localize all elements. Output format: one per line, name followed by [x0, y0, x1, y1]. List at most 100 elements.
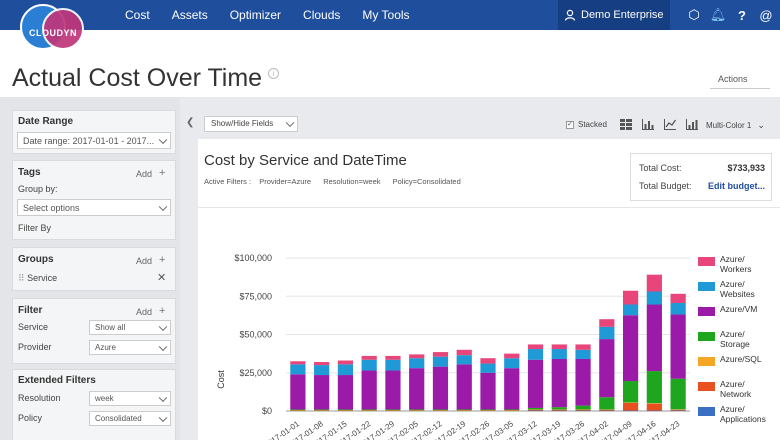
color-palette-label: Multi-Color 1 — [706, 121, 752, 130]
cloudyn-logo[interactable]: CLOUDYN — [20, 4, 86, 50]
info-icon[interactable]: i — [268, 68, 279, 79]
bar-segment — [480, 363, 496, 373]
account-name: Demo Enterprise — [581, 9, 664, 21]
total-budget-label: Total Budget: — [639, 181, 692, 191]
legend-item[interactable]: Azure/Storage — [698, 329, 778, 354]
bar-segment — [527, 407, 544, 410]
bar-segment — [599, 397, 615, 410]
chart-toolbar: Show/Hide Fields ✓ Stacked Multi-Color 1… — [196, 110, 780, 138]
top-icons: ⬡ 🔔︎ ? @ — [682, 0, 778, 30]
color-palette-dropdown[interactable]: Multi-Color 1 ⌄ — [706, 120, 765, 131]
legend-item[interactable]: Azure/Workers — [698, 254, 778, 279]
actions-menu[interactable]: Actions — [710, 74, 770, 89]
legend-item[interactable]: Azure/VM — [698, 304, 778, 329]
y-tick-label: $25,000 — [239, 368, 272, 378]
groups-plus-icon[interactable]: + — [159, 254, 166, 266]
bar-chart-icon[interactable] — [686, 119, 698, 130]
bar-segment — [622, 290, 639, 305]
filter-resolution: Resolution=week — [323, 177, 381, 186]
bar-segment — [361, 355, 377, 360]
policy-select[interactable]: Consolidated — [89, 411, 171, 426]
bar-segment — [409, 358, 425, 369]
resolution-label: Resolution — [18, 393, 61, 403]
legend-item[interactable]: Azure/SQL — [698, 354, 778, 379]
drag-handle-icon[interactable]: ⠿ — [18, 273, 28, 283]
settings-icon[interactable]: ⬡ — [688, 7, 700, 22]
provider-filter-select[interactable]: Azure — [89, 340, 171, 355]
extended-filters-section: Extended Filters Resolution week Policy … — [12, 369, 176, 440]
edit-budget-link[interactable]: Edit budget... — [708, 181, 765, 191]
bar-segment — [385, 370, 401, 410]
contact-icon[interactable]: @ — [759, 7, 773, 23]
account-menu[interactable]: Demo Enterprise — [558, 0, 670, 30]
filter-add-button[interactable]: Add — [136, 307, 153, 317]
group-item-service[interactable]: ⠿ Service — [18, 273, 57, 284]
bar-segment — [361, 359, 377, 371]
bar-segment — [290, 409, 306, 411]
chevron-down-icon — [158, 322, 168, 331]
groups-add-button[interactable]: Add — [136, 256, 153, 266]
tags-add-button[interactable]: Add — [136, 169, 153, 179]
totals-box: Total Cost: $733,933 Total Budget: Edit bu… — [630, 153, 772, 201]
bar-segment — [599, 339, 615, 398]
remove-group-icon[interactable]: ✕ — [157, 272, 167, 284]
bar-segment — [409, 409, 425, 411]
nav-item-clouds[interactable]: Clouds — [303, 8, 341, 22]
bar-segment — [361, 370, 377, 410]
filter-section: Filter Add + Service Show all Provider A… — [12, 298, 176, 364]
service-filter-select[interactable]: Show all — [89, 320, 171, 335]
stacked-toggle[interactable]: ✓ Stacked — [566, 120, 607, 129]
legend-item[interactable]: Azure/Websites — [698, 279, 778, 304]
line-chart-icon[interactable] — [664, 119, 676, 130]
nav-item-cost[interactable]: Cost — [125, 8, 150, 22]
bar-segment — [575, 405, 591, 410]
table-view-icon[interactable] — [620, 119, 632, 130]
filter-plus-icon[interactable]: + — [159, 305, 166, 317]
bar-segment — [646, 403, 662, 411]
bar-segment — [337, 364, 354, 376]
chevron-down-icon: ⌄ — [757, 120, 765, 130]
nav-item-assets[interactable]: Assets — [171, 8, 208, 22]
resolution-value: week — [95, 394, 114, 403]
chevron-down-icon — [158, 413, 168, 422]
legend-item[interactable]: Azure/Applications — [698, 404, 778, 429]
stacked-checkbox[interactable]: ✓ — [566, 120, 574, 129]
total-cost-label: Total Cost: — [639, 163, 682, 173]
tags-select[interactable]: Select options — [17, 199, 171, 216]
chevron-down-icon — [285, 118, 295, 128]
bar-segment — [314, 375, 330, 410]
column-chart-icon[interactable] — [642, 119, 654, 130]
filter-policy: Policy=Consolidated — [392, 177, 461, 186]
bar-segment — [527, 349, 544, 360]
collapse-sidebar-icon[interactable]: ❮ — [186, 117, 195, 128]
nav-item-my-tools[interactable]: My Tools — [362, 8, 410, 22]
show-hide-fields-label: Show/Hide Fields — [211, 119, 274, 128]
bar-segment — [646, 291, 662, 305]
notification-bell-icon[interactable]: 🔔︎ — [709, 7, 727, 22]
legend-swatch — [698, 357, 715, 366]
chevron-down-icon — [158, 342, 168, 351]
date-range-select[interactable]: Date range: 2017-01-01 - 2017... — [17, 132, 171, 149]
active-filters-label: Active Filters : — [204, 177, 252, 186]
legend-swatch — [698, 282, 715, 291]
nav-item-optimizer[interactable]: Optimizer — [229, 8, 282, 22]
date-range-title: Date Range — [18, 116, 74, 127]
legend-label: Azure/Network — [720, 379, 752, 399]
legend-label: Azure/Applications — [720, 404, 766, 424]
tags-plus-icon[interactable]: + — [159, 167, 166, 179]
tags-title: Tags — [18, 167, 41, 178]
bar-segment — [575, 409, 591, 411]
bar-segment — [409, 368, 425, 410]
bar-segment — [432, 352, 449, 357]
bar-segment — [432, 366, 449, 410]
resolution-select[interactable]: week — [89, 391, 171, 406]
legend-item[interactable]: Azure/Network — [698, 379, 778, 404]
bar-segment — [480, 358, 496, 364]
chart-legend: Azure/Workers Azure/Websites Azure/VM Azure… — [698, 254, 778, 429]
bar-segment — [527, 409, 544, 411]
legend-swatch — [698, 307, 715, 316]
show-hide-fields-dropdown[interactable]: Show/Hide Fields — [204, 116, 298, 132]
legend-label: Azure/Workers — [720, 254, 752, 274]
bar-segment — [314, 365, 330, 376]
help-icon[interactable]: ? — [738, 7, 746, 23]
